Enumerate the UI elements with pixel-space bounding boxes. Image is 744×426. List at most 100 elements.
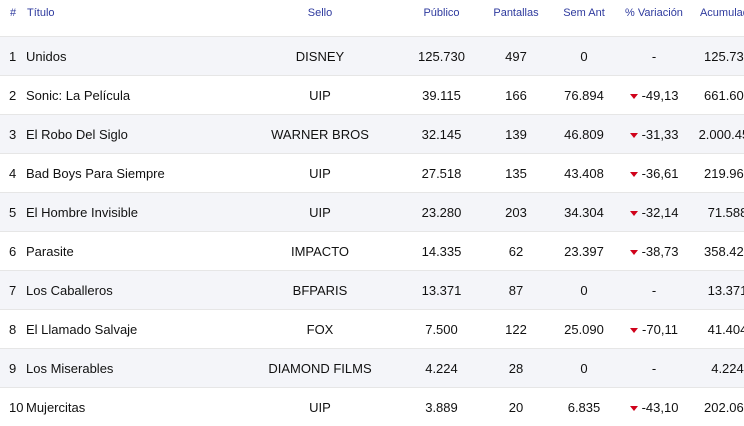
public-cell: 3.889 [402, 388, 481, 426]
prev-week-cell: 46.809 [551, 115, 617, 154]
variation-value: -36,61 [630, 166, 679, 181]
variation-value: -31,33 [630, 127, 679, 142]
public-cell: 14.335 [402, 232, 481, 271]
public-cell: 23.280 [402, 193, 481, 232]
prev-week-cell: 0 [551, 37, 617, 76]
variation-cell: - [617, 37, 691, 76]
variation-value: -49,13 [630, 88, 679, 103]
down-arrow-icon [630, 133, 638, 138]
header-title: Título [26, 0, 238, 37]
prev-week-cell: 34.304 [551, 193, 617, 232]
variation-text: -31,33 [642, 127, 679, 142]
variation-value: -32,14 [630, 205, 679, 220]
title-cell: Los Caballeros [26, 271, 238, 310]
prev-week-cell: 23.397 [551, 232, 617, 271]
header-label: Sello [238, 0, 402, 37]
public-cell: 39.115 [402, 76, 481, 115]
screens-cell: 139 [481, 115, 551, 154]
label-cell: UIP [238, 154, 402, 193]
rank-cell: 2 [0, 76, 26, 115]
variation-cell: -49,13 [617, 76, 691, 115]
header-rank: # [0, 0, 26, 37]
variation-value: -70,11 [630, 322, 678, 337]
variation-value: -38,73 [630, 244, 679, 259]
public-cell: 32.145 [402, 115, 481, 154]
rank-cell: 7 [0, 271, 26, 310]
header-accumulated: Acumulado [691, 0, 744, 37]
variation-text: - [652, 361, 656, 376]
label-cell: WARNER BROS [238, 115, 402, 154]
down-arrow-icon [630, 172, 638, 177]
variation-cell: -43,10 [617, 388, 691, 426]
accumulated-cell: 13.371 [691, 271, 744, 310]
header-prev-week: Sem Ant [551, 0, 617, 37]
variation-cell: -70,11 [617, 310, 691, 349]
title-cell: Mujercitas [26, 388, 238, 426]
rank-cell: 10 [0, 388, 26, 426]
variation-text: -32,14 [642, 205, 679, 220]
label-cell: IMPACTO [238, 232, 402, 271]
down-arrow-icon [630, 211, 638, 216]
variation-text: - [652, 49, 656, 64]
table-body: 1UnidosDISNEY125.7304970-125.7302Sonic: … [0, 37, 744, 426]
variation-cell: -36,61 [617, 154, 691, 193]
label-cell: UIP [238, 76, 402, 115]
rank-cell: 5 [0, 193, 26, 232]
prev-week-cell: 76.894 [551, 76, 617, 115]
variation-value: -43,10 [630, 400, 679, 415]
screens-cell: 20 [481, 388, 551, 426]
public-cell: 13.371 [402, 271, 481, 310]
accumulated-cell: 2.000.453 [691, 115, 744, 154]
rank-cell: 6 [0, 232, 26, 271]
variation-cell: - [617, 271, 691, 310]
down-arrow-icon [630, 406, 638, 411]
title-cell: Bad Boys Para Siempre [26, 154, 238, 193]
header-row: # Título Sello Público Pantallas Sem Ant… [0, 0, 744, 37]
variation-cell: -38,73 [617, 232, 691, 271]
accumulated-cell: 125.730 [691, 37, 744, 76]
label-cell: FOX [238, 310, 402, 349]
variation-text: -43,10 [642, 400, 679, 415]
label-cell: BFPARIS [238, 271, 402, 310]
rank-cell: 8 [0, 310, 26, 349]
accumulated-cell: 219.968 [691, 154, 744, 193]
label-cell: DISNEY [238, 37, 402, 76]
variation-cell: -31,33 [617, 115, 691, 154]
rank-cell: 4 [0, 154, 26, 193]
accumulated-cell: 71.588 [691, 193, 744, 232]
label-cell: UIP [238, 388, 402, 426]
variation-text: -38,73 [642, 244, 679, 259]
title-cell: Los Miserables [26, 349, 238, 388]
prev-week-cell: 0 [551, 271, 617, 310]
variation-text: - [652, 283, 656, 298]
public-cell: 4.224 [402, 349, 481, 388]
variation-text: -36,61 [642, 166, 679, 181]
public-cell: 125.730 [402, 37, 481, 76]
title-cell: Unidos [26, 37, 238, 76]
screens-cell: 87 [481, 271, 551, 310]
accumulated-cell: 358.426 [691, 232, 744, 271]
rank-cell: 9 [0, 349, 26, 388]
table-header: # Título Sello Público Pantallas Sem Ant… [0, 0, 744, 37]
rank-cell: 3 [0, 115, 26, 154]
screens-cell: 62 [481, 232, 551, 271]
rank-cell: 1 [0, 37, 26, 76]
title-cell: El Llamado Salvaje [26, 310, 238, 349]
accumulated-cell: 202.067 [691, 388, 744, 426]
title-cell: El Hombre Invisible [26, 193, 238, 232]
screens-cell: 122 [481, 310, 551, 349]
prev-week-cell: 0 [551, 349, 617, 388]
screens-cell: 135 [481, 154, 551, 193]
variation-text: -70,11 [642, 322, 678, 337]
variation-value: - [652, 361, 656, 376]
screens-cell: 497 [481, 37, 551, 76]
